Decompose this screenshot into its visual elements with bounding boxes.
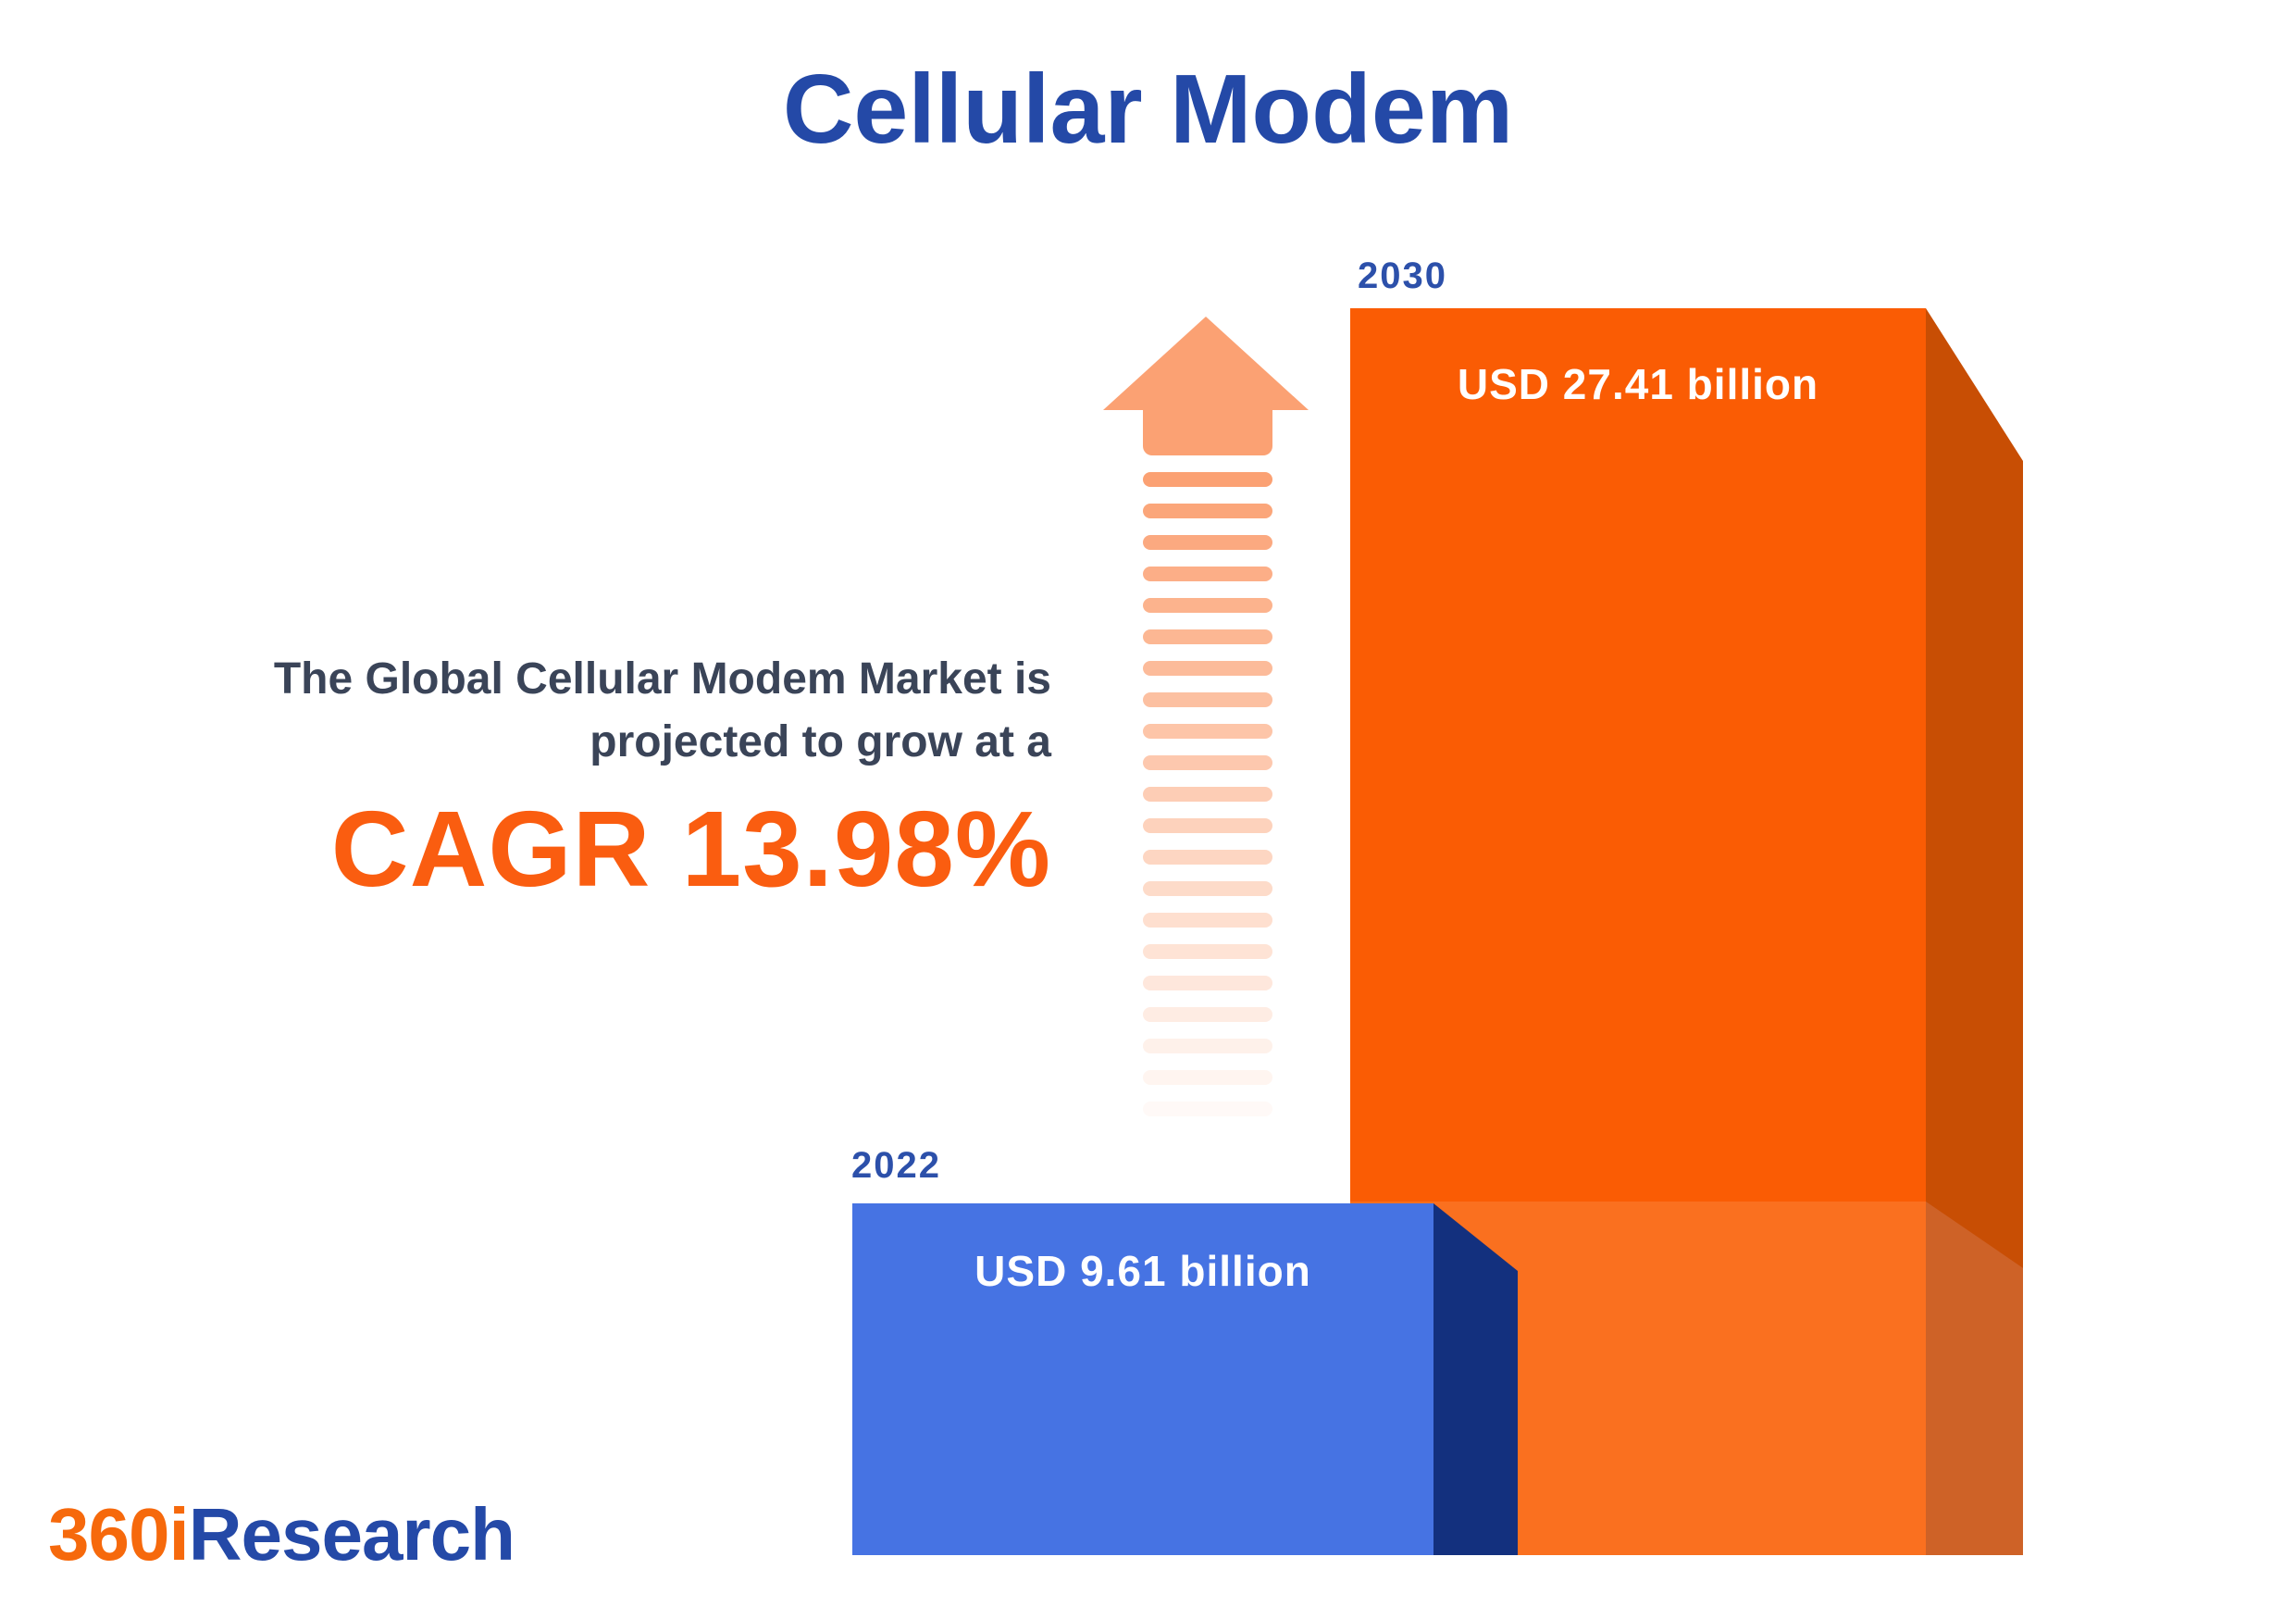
brand-logo: 360iResearch (48, 1492, 515, 1577)
arrow-stripe (1143, 1007, 1272, 1022)
arrow-dashes (1103, 317, 1309, 1131)
bar-2022-year-label: 2022 (851, 1145, 941, 1186)
bar-2022-side-face (1433, 1203, 1518, 1555)
arrow-stripe (1143, 1102, 1272, 1116)
description-line-1: The Global Cellular Modem Market is (273, 654, 1051, 704)
arrow-stripe (1143, 1039, 1272, 1053)
arrow-stripe (1143, 913, 1272, 928)
arrow-stripe (1143, 598, 1272, 613)
arrow-stripe (1143, 881, 1272, 896)
arrow-stripe (1143, 944, 1272, 959)
cagr-value: CAGR 13.98% (330, 789, 1051, 909)
bar-2030-side-face-lower (1926, 1202, 2023, 1555)
arrow-stripe (1143, 567, 1272, 581)
arrow-stripe (1143, 1070, 1272, 1085)
bar-2030-value-label: USD 27.41 billion (1457, 360, 1819, 408)
description-block: The Global Cellular Modem Market is proj… (274, 648, 1051, 911)
page-title: Cellular Modem (782, 55, 1514, 164)
arrow-up-icon (1103, 317, 1309, 410)
arrow-stripe (1143, 755, 1272, 770)
arrow-stripe (1143, 472, 1272, 487)
arrow-stripe (1143, 818, 1272, 833)
bar-2030-year-label: 2030 (1358, 255, 1447, 296)
arrow-stripe (1143, 724, 1272, 739)
logo-suffix: Research (188, 1493, 515, 1575)
arrow-stripe (1143, 976, 1272, 990)
arrow-stripe (1143, 661, 1272, 676)
arrow-stripe (1143, 850, 1272, 865)
arrow-stripe (1143, 629, 1272, 644)
arrow-stripe (1143, 787, 1272, 802)
arrow-stripe (1143, 692, 1272, 707)
logo-prefix: 360i (48, 1493, 190, 1575)
bar-2022-value-label: USD 9.61 billion (974, 1247, 1311, 1295)
growth-arrow (1103, 317, 1309, 1131)
arrow-stripe (1143, 535, 1272, 550)
description-line-2: projected to grow at a (590, 717, 1051, 766)
arrow-neck (1143, 409, 1272, 455)
bar-2022 (852, 1203, 1433, 1555)
arrow-stripe (1143, 504, 1272, 518)
